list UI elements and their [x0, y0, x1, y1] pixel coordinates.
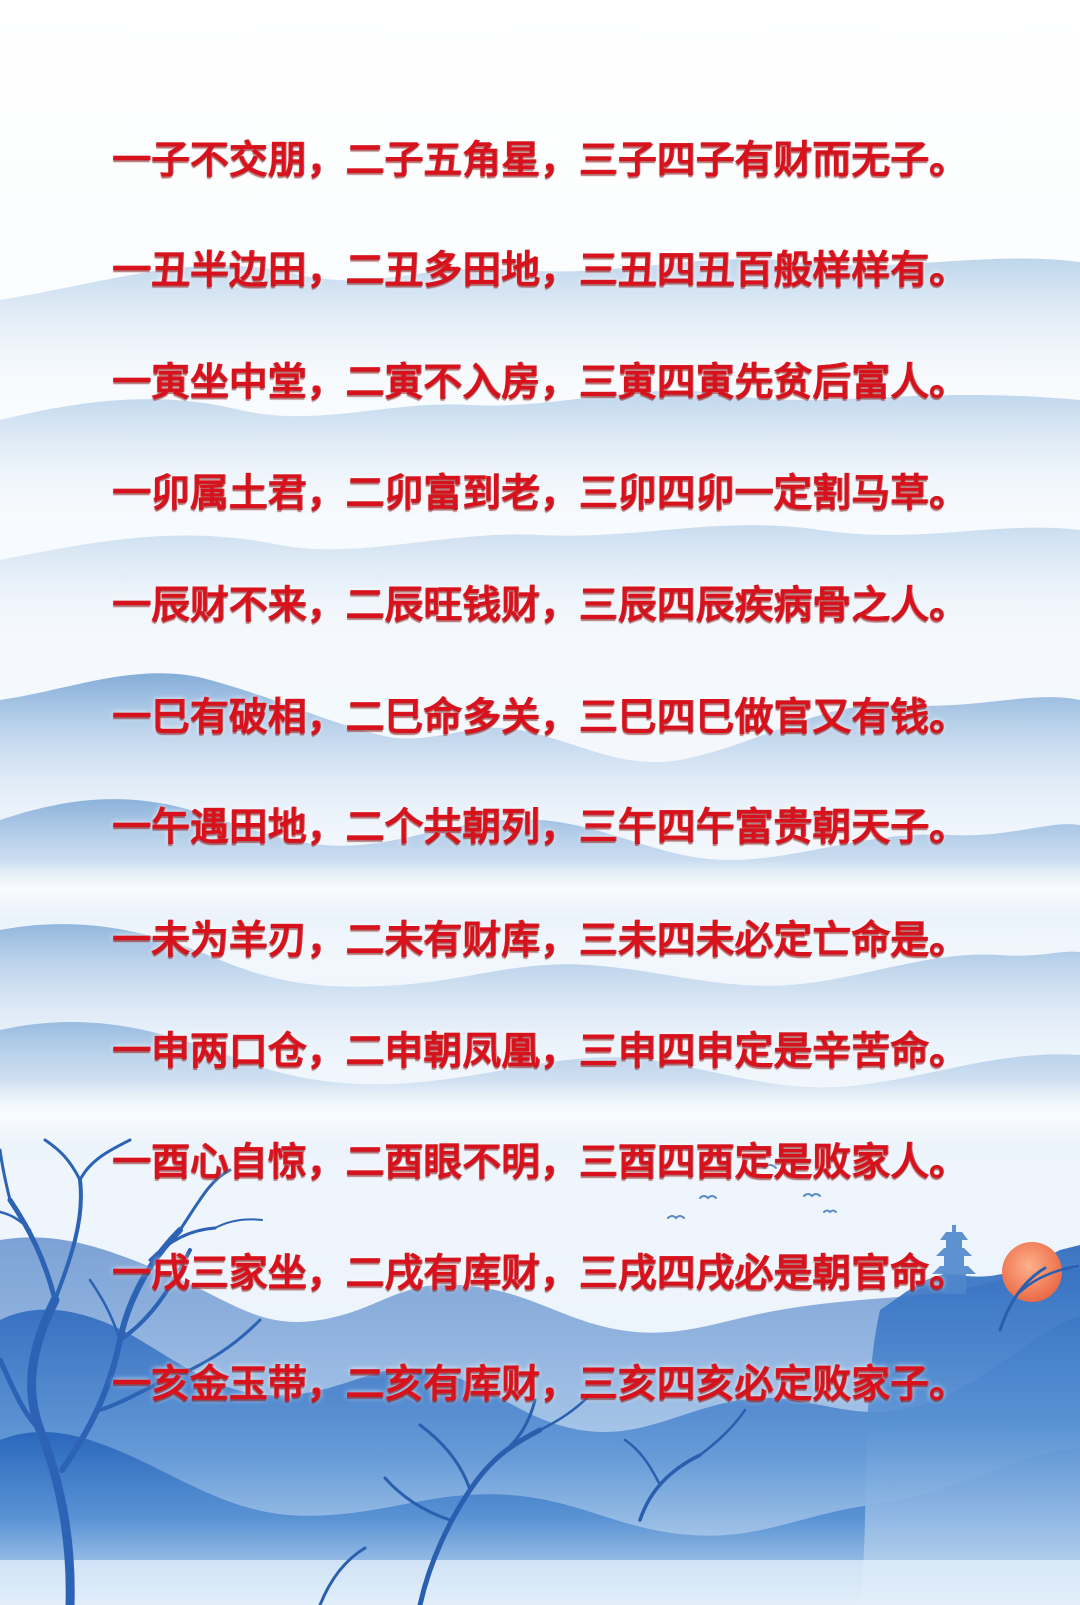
- verse-line: 一丑半边田，二丑多田地，三丑四丑百般样样有。: [112, 248, 968, 293]
- far-mountain-ridge: [0, 525, 1080, 660]
- verse-line: 一申两口仓，二申朝凤凰，三申四申定是辛苦命。: [112, 1029, 968, 1074]
- mid-mountain-ridge: [0, 924, 1080, 1100]
- verse-line: 一寅坐中堂，二寅不入房，三寅四寅先贫后富人。: [112, 360, 968, 405]
- sun-icon: [1002, 1242, 1062, 1302]
- verse-line: 一子不交朋，二子五角星，三子四子有财而无子。: [112, 138, 968, 183]
- far-mountain-ridge: [0, 258, 1080, 420]
- verse-line: 一巳有破相，二巳命多关，三巳四巳做官又有钱。: [112, 695, 968, 740]
- bird-icon: [667, 1164, 837, 1220]
- cliff-right: [860, 1245, 1080, 1605]
- bare-tree-icon: [998, 1264, 1080, 1332]
- bare-tree-icon: [0, 1138, 263, 1605]
- verse-line: 一亥金玉带，二亥有库财，三亥四亥必定败家子。: [112, 1362, 968, 1407]
- pagoda-icon: [932, 1225, 976, 1294]
- bare-tree-icon: [623, 1408, 747, 1522]
- verse-line: 一未为羊刃，二未有财库，三未四未必定亡命是。: [112, 918, 968, 963]
- far-mountain-ridge: [0, 390, 1080, 540]
- verse-line: 一卯属土君，二卯富到老，三卯四卯一定割马草。: [112, 471, 968, 516]
- verse-line: 一戌三家坐，二戌有库财，三戌四戌必是朝官命。: [112, 1251, 968, 1296]
- verse-line: 一辰财不来，二辰旺钱财，三辰四辰疾病骨之人。: [112, 583, 968, 628]
- verse-line: 一酉心自惊，二酉眼不明，三酉四酉定是败家人。: [112, 1140, 968, 1185]
- bare-tree-icon: [318, 1393, 592, 1605]
- mid-mountain-ridge: [0, 673, 1080, 880]
- verse-line: 一午遇田地，二个共朝列，三午四午富贵朝天子。: [112, 805, 968, 850]
